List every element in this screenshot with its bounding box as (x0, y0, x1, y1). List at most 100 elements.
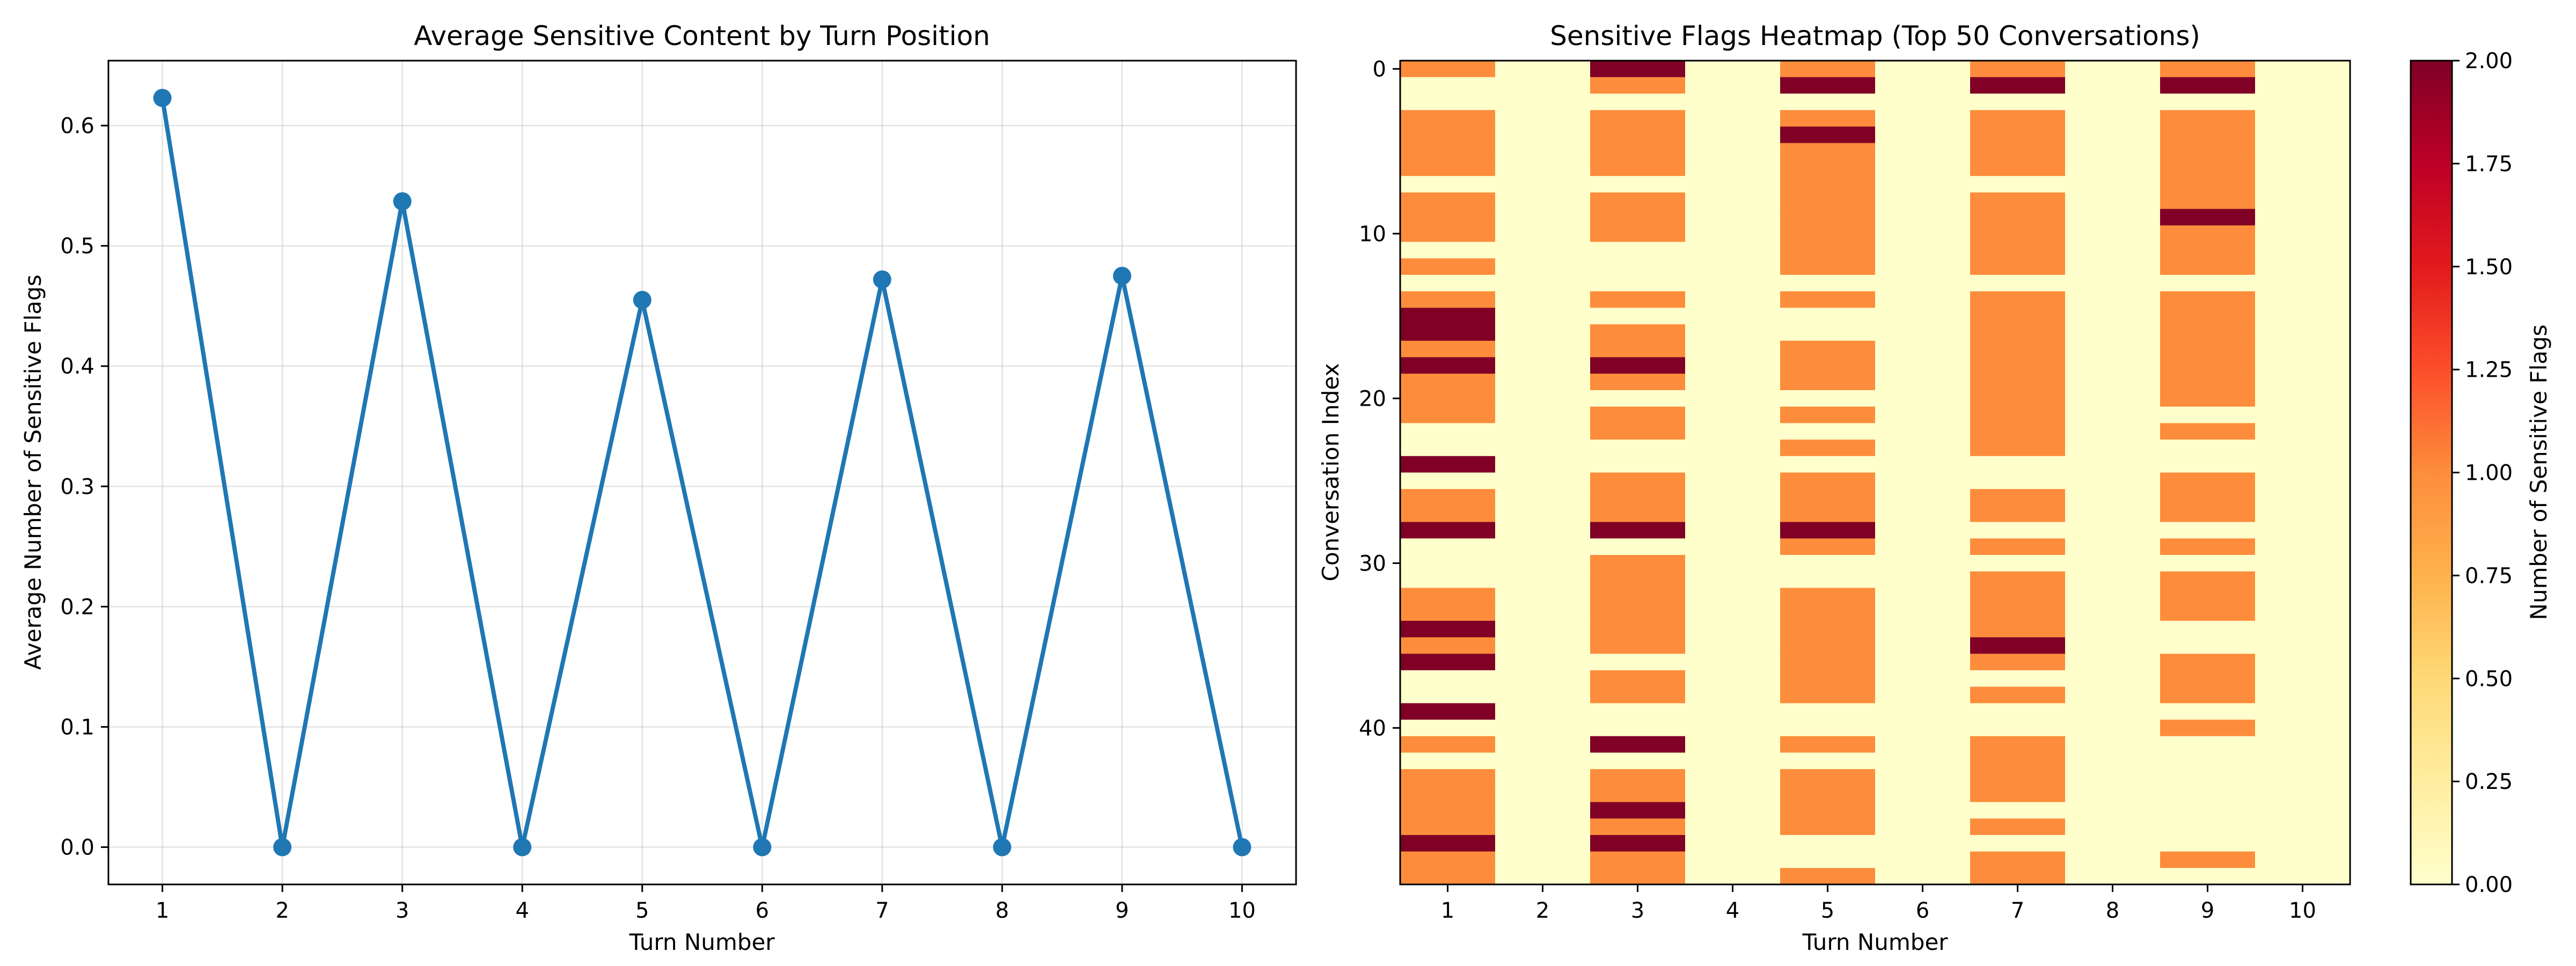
heatmap-cell-r35-c8 (2065, 637, 2161, 654)
heatmap-cell-r10-c2 (1495, 225, 1591, 243)
line-point-4 (513, 838, 532, 857)
heatmap-cell-r29-c8 (2065, 538, 2161, 555)
heatmap-cell-r21-c9 (2160, 406, 2256, 423)
heatmap-cell-r43-c3 (1590, 769, 1686, 786)
heatmap-cell-r17-c4 (1685, 340, 1781, 358)
heatmap-cell-r13-c10 (2255, 275, 2351, 292)
heatmap-cell-r14-c7 (1970, 291, 2066, 309)
heatmap-x-tick-label-5: 6 (1916, 898, 1929, 923)
heatmap-cell-r30-c5 (1780, 555, 1876, 572)
heatmap-cell-r7-c7 (1970, 175, 2066, 193)
heatmap-cell-r18-c3 (1590, 357, 1686, 374)
line-series-points (153, 89, 1252, 857)
heatmap-cell-r42-c5 (1780, 752, 1876, 770)
heatmap-cell-r31-c5 (1780, 571, 1876, 588)
heatmap-cell-r2-c10 (2255, 93, 2351, 111)
heatmap-cell-r31-c9 (2160, 571, 2256, 588)
line-point-5 (633, 290, 652, 309)
heatmap-cell-r20-c5 (1780, 390, 1876, 407)
line-chart-y-ticks: 0.0 0.1 0.2 0.3 0.4 0.5 0.6 (60, 114, 108, 860)
heatmap-cell-r48-c7 (1970, 851, 2066, 868)
heatmap-cell-r40-c10 (2255, 720, 2351, 737)
heatmap-cell-r37-c9 (2160, 670, 2256, 687)
heatmap-cell-r15-c3 (1590, 308, 1686, 325)
heatmap-cell-r15-c8 (2065, 308, 2161, 325)
heatmap-cell-r40-c8 (2065, 720, 2161, 737)
heatmap-cell-r46-c10 (2255, 818, 2351, 836)
heatmap-cell-r17-c3 (1590, 340, 1686, 358)
heatmap-cell-r8-c4 (1685, 192, 1781, 209)
heatmap-cell-r33-c2 (1495, 604, 1591, 621)
heatmap-cell-r44-c7 (1970, 785, 2066, 803)
heatmap-cell-r20-c4 (1685, 390, 1781, 407)
heatmap-cell-r4-c4 (1685, 126, 1781, 144)
heatmap-cell-r11-c10 (2255, 241, 2351, 259)
heatmap-cell-r18-c2 (1495, 357, 1591, 374)
heatmap-cell-r32-c9 (2160, 588, 2256, 605)
heatmap-cell-r9-c9 (2160, 209, 2256, 226)
heatmap-cell-r34-c1 (1400, 620, 1496, 638)
heatmap-cell-r49-c9 (2160, 868, 2256, 885)
heatmap-cell-r43-c4 (1685, 769, 1781, 786)
line-x-tick-label-7: 8 (996, 898, 1009, 923)
heatmap-cell-r32-c8 (2065, 588, 2161, 605)
heatmap-cell-r28-c1 (1400, 522, 1496, 539)
heatmap-cell-r7-c9 (2160, 175, 2256, 193)
heatmap-cell-r27-c8 (2065, 505, 2161, 523)
heatmap-cell-r46-c9 (2160, 818, 2256, 836)
heatmap-cell-r11-c3 (1590, 241, 1686, 259)
heatmap-cell-r24-c7 (1970, 456, 2066, 473)
heatmap-cell-r1-c4 (1685, 77, 1781, 94)
heatmap-x-tick-label-4: 5 (1821, 898, 1834, 923)
heatmap-y-tick-label-2: 20 (1359, 386, 1386, 411)
heatmap-cell-r12-c6 (1875, 258, 1971, 275)
heatmap-cell-r32-c1 (1400, 588, 1496, 605)
heatmap-cell-r9-c2 (1495, 209, 1591, 226)
colorbar-tick-label-5: 1.25 (2465, 358, 2513, 383)
heatmap-cell-r18-c1 (1400, 357, 1496, 374)
colorbar-tick-label-6: 1.50 (2465, 255, 2513, 280)
heatmap-cell-r23-c5 (1780, 440, 1876, 457)
heatmap-cell-r45-c4 (1685, 802, 1781, 819)
line-x-tick-label-9: 10 (1228, 898, 1256, 923)
heatmap-cell-r40-c2 (1495, 720, 1591, 737)
heatmap-cell-r41-c10 (2255, 736, 2351, 753)
colorbar-tick-label-4: 1.00 (2465, 461, 2513, 486)
heatmap-cell-r19-c6 (1875, 374, 1971, 391)
line-y-tick-label-4: 0.4 (60, 354, 94, 379)
heatmap-cell-r33-c5 (1780, 604, 1876, 621)
heatmap-cell-r31-c2 (1495, 571, 1591, 588)
heatmap-cell-r21-c5 (1780, 406, 1876, 423)
heatmap-cell-r40-c4 (1685, 720, 1781, 737)
heatmap-cell-r48-c2 (1495, 851, 1591, 868)
heatmap-cell-r24-c5 (1780, 456, 1876, 473)
heatmap-cell-r29-c2 (1495, 538, 1591, 555)
heatmap-cell-r14-c6 (1875, 291, 1971, 309)
heatmap-cell-r46-c5 (1780, 818, 1876, 836)
heatmap-cells (1400, 61, 2351, 885)
heatmap-cell-r14-c4 (1685, 291, 1781, 309)
heatmap-cell-r6-c4 (1685, 159, 1781, 177)
heatmap-cell-r21-c10 (2255, 406, 2351, 423)
heatmap-cell-r44-c1 (1400, 785, 1496, 803)
heatmap-cell-r17-c6 (1875, 340, 1971, 358)
heatmap-cell-r1-c1 (1400, 77, 1496, 94)
heatmap-cell-r47-c3 (1590, 835, 1686, 852)
heatmap-cell-r30-c1 (1400, 555, 1496, 572)
heatmap-cell-r34-c5 (1780, 620, 1876, 638)
heatmap-cell-r25-c9 (2160, 472, 2256, 489)
heatmap-cell-r11-c4 (1685, 241, 1781, 259)
heatmap-cell-r28-c3 (1590, 522, 1686, 539)
heatmap-cell-r45-c2 (1495, 802, 1591, 819)
heatmap-cell-r24-c10 (2255, 456, 2351, 473)
heatmap-cell-r48-c9 (2160, 851, 2256, 868)
heatmap-cell-r18-c10 (2255, 357, 2351, 374)
heatmap-cell-r26-c6 (1875, 489, 1971, 506)
heatmap-y-tick-label-3: 30 (1359, 551, 1386, 576)
heatmap-cell-r49-c10 (2255, 868, 2351, 885)
heatmap-cell-r38-c2 (1495, 686, 1591, 704)
heatmap-cell-r5-c6 (1875, 143, 1971, 160)
heatmap-cell-r42-c4 (1685, 752, 1781, 770)
heatmap-cell-r39-c6 (1875, 703, 1971, 720)
heatmap-cell-r41-c5 (1780, 736, 1876, 753)
